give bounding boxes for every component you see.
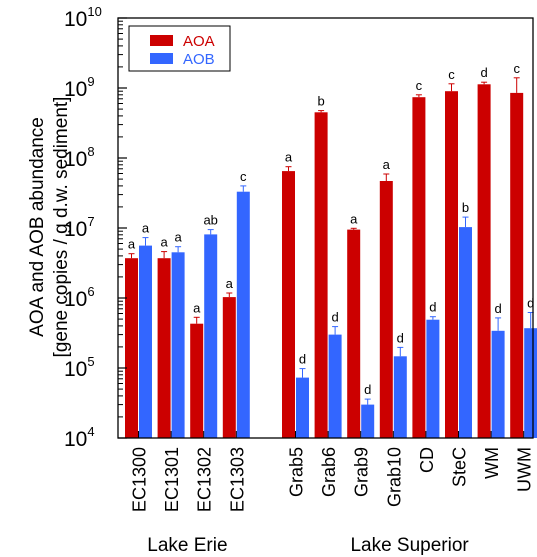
bar-aob-6 [328,334,342,438]
bar-aob-2 [171,252,185,438]
y-axis-title-line1: AOA and AOB abundance [27,117,48,337]
legend-swatch-aob [150,53,173,64]
y-tick-label: 106 [64,284,95,311]
sig-label-aoa-10: c [448,67,455,82]
bar-aoa-10 [445,91,458,438]
bar-aob-9 [426,319,440,438]
bar-aoa-9 [412,97,426,438]
bar-aob-8 [393,356,407,438]
sig-label-aob-7: d [364,382,371,397]
sig-label-aoa-11: d [480,65,487,80]
sig-label-aoa-9: c [416,78,423,93]
x-tick-label-grab5: Grab5 [287,447,307,497]
y-tick-label: 108 [64,144,95,171]
bars-layer [125,77,537,439]
sig-label-aoa-8: a [383,157,391,172]
sig-label-aob-9: d [429,300,436,315]
legend-label-aob: AOB [183,51,215,68]
group-label-0: Lake Erie [147,535,227,556]
bar-aob-10 [459,227,472,438]
group-label-1: Lake Superior [350,535,469,556]
x-tick-label-ec1303: EC1303 [227,447,247,512]
y-tick-label: 107 [64,214,95,241]
sig-label-aoa-3: a [193,300,201,315]
bar-aoa-6 [314,112,328,439]
sig-label-aob-11: d [494,301,501,316]
x-tick-label-ec1301: EC1301 [162,447,182,512]
x-tick-label-grab9: Grab9 [352,447,372,497]
x-tick-label-grab10: Grab10 [384,447,404,507]
sig-label-aob-6: d [331,310,338,325]
sig-label-aoa-4: a [226,276,234,291]
bar-aoa-11 [477,84,491,439]
sig-label-aob-8: d [397,330,404,345]
y-tick-label: 1010 [64,4,102,31]
sig-label-aoa-2: a [160,235,168,250]
bar-aoa-3 [190,323,204,438]
bar-aob-5 [296,377,309,438]
sig-label-aoa-12: c [513,61,520,76]
bar-aob-12 [524,328,537,438]
bar-aob-11 [491,330,505,438]
x-tick-label-grab6: Grab6 [319,447,339,497]
x-tick-label-cd: CD [417,447,437,473]
legend: AOA AOB [128,25,231,72]
bar-aob-1 [139,245,152,438]
sig-label-aoa-5: a [285,150,293,165]
sig-label-aob-4: c [240,169,247,184]
y-tick-label: 104 [64,424,95,451]
bar-aoa-7 [347,229,361,438]
sig-label-aob-10: b [462,200,469,215]
x-tick-label-stec: SteC [450,447,470,487]
bar-aoa-1 [125,258,138,438]
y-tick-label: 109 [64,74,95,101]
bar-aoa-8 [379,181,393,438]
axes-layer: 104 105 106 107 108 109 1010 [64,4,534,451]
bar-aoa-4 [222,297,236,438]
sig-label-aob-5: d [299,352,306,367]
bar-aoa-2 [157,258,171,438]
bar-aob-7 [361,404,375,438]
legend-swatch-aoa [150,35,173,46]
sig-label-aoa-1: a [128,237,136,252]
sig-label-aob-2: a [174,230,182,245]
x-tick-label-uwm: UWM [515,447,535,492]
x-tick-label-ec1302: EC1302 [195,447,215,512]
y-tick-label: 105 [64,354,95,381]
y-axis-title: AOA and AOB abundance [gene copies / g d… [27,97,72,358]
sig-label-aob-3: ab [203,213,217,228]
y-axis-title-line2: [gene copies / g d.w. sediment] [51,97,72,358]
legend-box [128,25,231,72]
bar-aoa-12 [510,92,524,439]
x-tick-label-wm: WM [482,447,502,479]
legend-label-aoa: AOA [183,33,215,50]
sig-label-aoa-7: a [350,211,358,226]
bar-aoa-5 [282,171,295,438]
bar-aob-3 [204,234,218,438]
x-tick-label-ec1300: EC1300 [130,447,150,512]
bar-aob-4 [236,191,250,438]
sig-label-aob-1: a [142,221,150,236]
sig-label-aoa-6: b [317,94,324,109]
sig-label-aob-12: d [527,296,534,311]
